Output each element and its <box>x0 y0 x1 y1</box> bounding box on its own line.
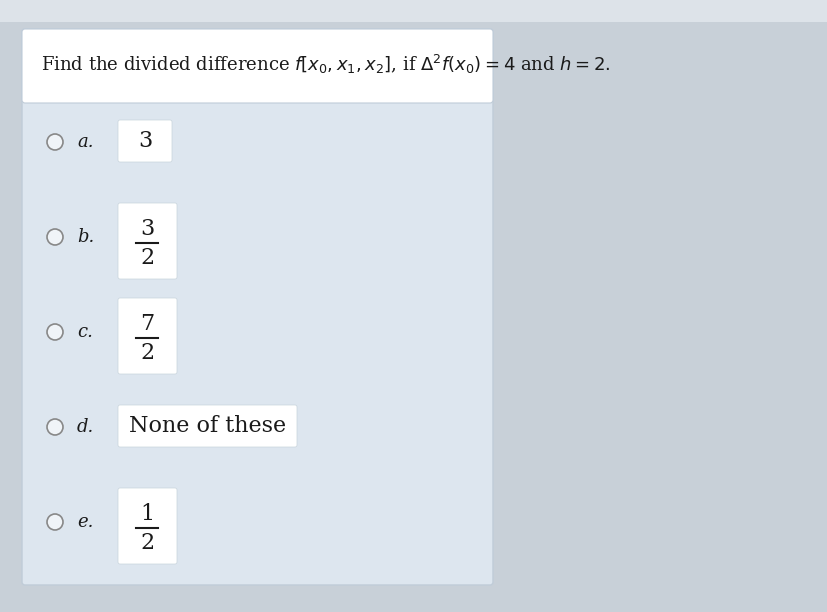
FancyBboxPatch shape <box>22 29 492 103</box>
Circle shape <box>47 134 63 150</box>
Text: None of these: None of these <box>129 415 285 437</box>
Bar <box>0 0 827 22</box>
Text: 7: 7 <box>141 313 155 335</box>
Text: 1: 1 <box>141 503 155 525</box>
Text: 3: 3 <box>138 130 152 152</box>
Text: 2: 2 <box>141 247 155 269</box>
Circle shape <box>47 514 63 530</box>
Text: 2: 2 <box>141 342 155 364</box>
Text: a.: a. <box>77 133 93 151</box>
Text: Find the divided difference $f[x_0,x_1,x_2]$, if $\Delta^2 f(x_0) = 4$ and $h = : Find the divided difference $f[x_0,x_1,x… <box>41 53 609 75</box>
Text: 3: 3 <box>141 218 155 240</box>
FancyBboxPatch shape <box>118 203 177 279</box>
FancyBboxPatch shape <box>22 29 492 585</box>
Circle shape <box>47 419 63 435</box>
Circle shape <box>47 229 63 245</box>
Text: 2: 2 <box>141 532 155 554</box>
Text: c.: c. <box>77 323 93 341</box>
Circle shape <box>47 324 63 340</box>
FancyBboxPatch shape <box>118 405 297 447</box>
Text: e.: e. <box>77 513 93 531</box>
FancyBboxPatch shape <box>118 120 172 162</box>
Text: b.: b. <box>77 228 94 246</box>
FancyBboxPatch shape <box>118 298 177 374</box>
Text: d.: d. <box>77 418 94 436</box>
FancyBboxPatch shape <box>118 488 177 564</box>
